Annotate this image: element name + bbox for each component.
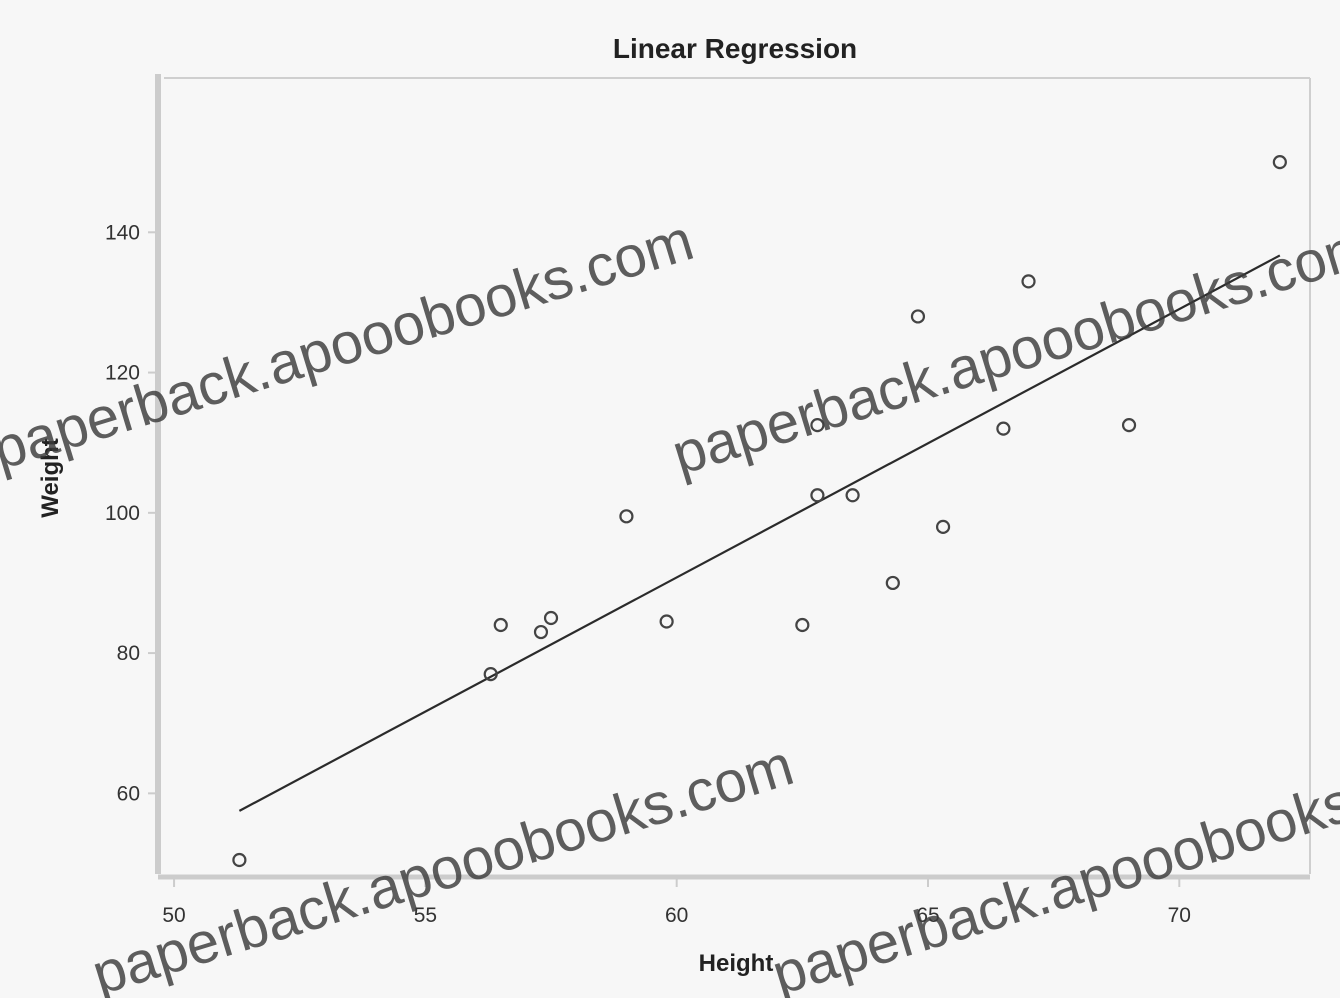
x-axis-label: Height [699,950,774,977]
data-point [543,610,559,626]
points-layer [232,155,1287,868]
y-tick-label: 140 [105,221,140,244]
x-tick-label: 70 [1168,904,1191,927]
data-point [810,488,825,503]
data-point [483,667,498,682]
data-point [885,575,900,591]
data-point [996,421,1011,436]
x-tick-label: 50 [162,904,185,927]
y-ticks: 60 80 100 120 140 [105,221,156,805]
y-axis-label: Weight [37,438,64,518]
data-point [935,519,951,534]
y-tick-label: 60 [117,782,140,805]
x-ticks: 50 55 60 65 70 [162,879,1191,927]
data-point [810,418,825,433]
regression-line [238,254,1281,812]
y-tick-label: 100 [105,502,140,525]
data-point [533,624,549,640]
data-point [659,614,674,629]
y-tick-label: 80 [117,642,140,665]
data-point [1272,155,1287,170]
data-point [232,852,247,868]
y-tick-label: 120 [105,362,140,385]
x-tick-label: 60 [665,904,688,927]
data-point [493,617,508,633]
data-point [619,509,634,524]
data-point [1121,418,1137,433]
data-point [1021,274,1036,289]
data-point [910,309,926,324]
regression-layer [238,254,1281,812]
x-tick-label: 55 [414,904,437,927]
chart-title: Linear Regression [613,33,857,64]
data-point [795,617,810,633]
data-point [845,488,860,503]
x-tick-label: 65 [916,904,939,927]
